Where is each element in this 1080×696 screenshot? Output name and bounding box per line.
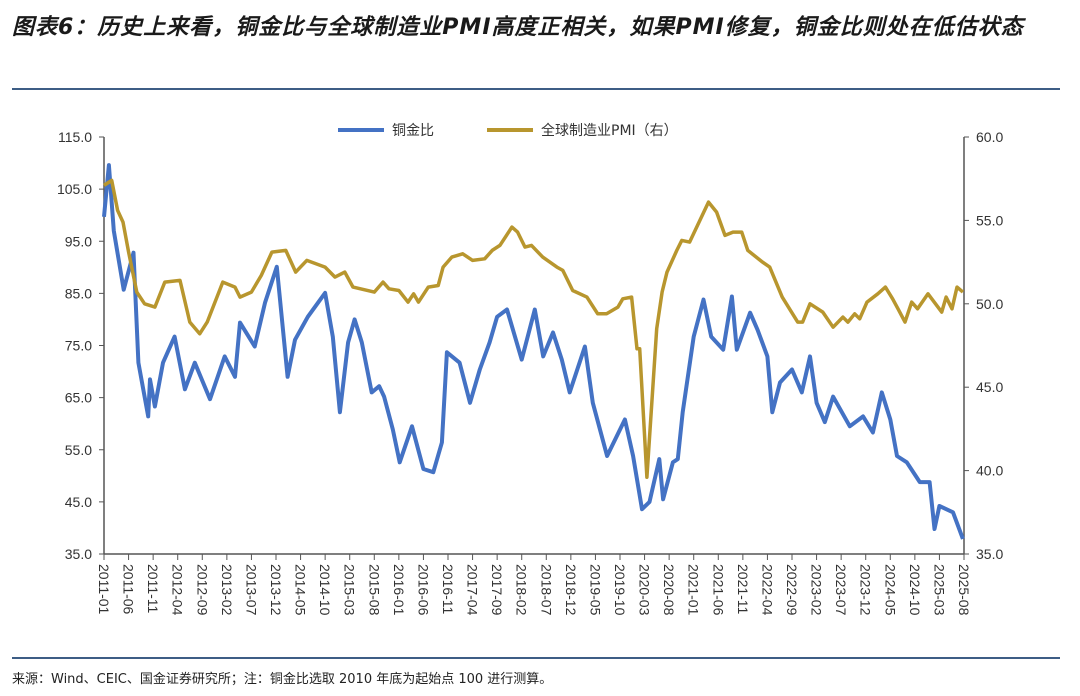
x-tick-label: 2021-01 <box>686 564 702 616</box>
x-tick-label: 2013-12 <box>268 564 284 616</box>
x-tick-label: 2023-12 <box>858 564 874 616</box>
left-tick-label: 75.0 <box>65 338 92 354</box>
left-tick-label: 115.0 <box>58 129 92 145</box>
title-divider <box>12 88 1060 90</box>
x-tick-label: 2023-02 <box>809 564 825 616</box>
copper-gold-ratio-line <box>102 163 965 540</box>
x-tick-label: 2024-05 <box>882 564 898 616</box>
x-tick-label: 2024-10 <box>907 564 923 616</box>
chart-title: 图表6：历史上来看，铜金比与全球制造业PMI高度正相关，如果PMI修复，铜金比则… <box>12 15 1024 40</box>
right-tick-label: 35.0 <box>976 546 1003 562</box>
x-tick-label: 2025-08 <box>956 564 972 616</box>
x-tick-label: 2014-10 <box>317 564 333 616</box>
x-tick-label: 2023-07 <box>833 564 849 616</box>
x-tick-label: 2025-03 <box>931 564 947 616</box>
global-pmi-line <box>103 178 965 480</box>
x-tick-label: 2022-04 <box>759 564 775 616</box>
x-tick-label: 2017-09 <box>489 564 505 616</box>
x-tick-label: 2018-02 <box>514 564 530 616</box>
x-tick-label: 2012-09 <box>194 564 210 616</box>
x-tick-label: 2017-04 <box>465 564 481 616</box>
source-note: 来源：Wind、CEIC、国金证券研究所；注：铜金比选取 2010 年底为起始点… <box>12 672 553 687</box>
x-tick-label: 2016-11 <box>440 564 456 615</box>
axes: 35.0 45.0 55.0 65.0 75.0 85.0 95.0 105.0 115.0 35… <box>57 129 1004 616</box>
x-tick-label: 2015-08 <box>366 564 382 616</box>
x-tick-label: 2020-03 <box>637 564 653 616</box>
right-tick-label: 40.0 <box>976 463 1003 479</box>
x-tick-label: 2013-07 <box>243 564 259 616</box>
left-tick-label: 105.0 <box>57 181 92 197</box>
right-tick-label: 50.0 <box>976 296 1003 312</box>
x-tick-label: 2013-02 <box>219 564 235 616</box>
x-tick-label: 2021-06 <box>710 564 726 616</box>
right-tick-label: 55.0 <box>976 212 1003 228</box>
x-tick-label: 2016-01 <box>391 564 407 616</box>
x-tick-label: 2011-06 <box>121 564 137 615</box>
x-tick-label: 2015-03 <box>342 564 358 616</box>
x-tick-label: 2021-11 <box>735 564 751 615</box>
x-tick-label: 2022-09 <box>784 564 800 616</box>
x-tick-label: 2019-05 <box>587 564 603 616</box>
x-tick-label: 2018-07 <box>538 564 554 616</box>
x-tick-label: 2014-05 <box>293 564 309 616</box>
footer-divider <box>12 657 1060 659</box>
left-tick-label: 65.0 <box>65 390 92 406</box>
left-tick-label: 85.0 <box>65 285 92 301</box>
left-tick-label: 95.0 <box>65 233 92 249</box>
x-tick-label: 2012-04 <box>170 564 186 616</box>
left-tick-label: 35.0 <box>65 546 92 562</box>
x-tick-label: 2019-10 <box>612 564 628 616</box>
x-tick-label: 2016-06 <box>415 564 431 616</box>
right-tick-label: 45.0 <box>976 379 1003 395</box>
legend: 铜金比 全球制造业PMI（右） <box>338 122 678 139</box>
left-tick-label: 45.0 <box>65 494 92 510</box>
x-tick-label: 2011-11 <box>145 564 161 614</box>
series-lines <box>102 163 965 540</box>
right-tick-label: 60.0 <box>976 129 1003 145</box>
x-tick-label: 2018-12 <box>563 564 579 616</box>
left-tick-label: 55.0 <box>65 442 92 458</box>
legend-label-pmi: 全球制造业PMI（右） <box>541 122 678 139</box>
legend-label-copper-gold: 铜金比 <box>392 123 434 139</box>
x-tick-label: 2020-08 <box>661 564 677 616</box>
x-tick-label: 2011-01 <box>96 564 112 615</box>
